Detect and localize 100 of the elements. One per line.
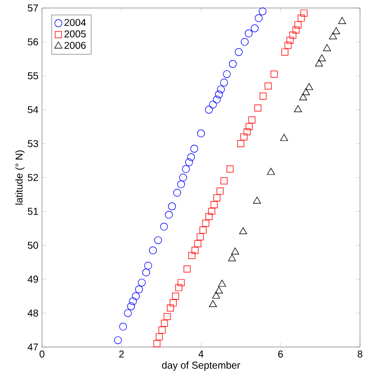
point [228, 254, 236, 262]
x-tick-label: 0 [40, 350, 44, 358]
point [164, 312, 171, 320]
point [208, 208, 216, 215]
point [234, 48, 243, 56]
point [154, 236, 162, 244]
point [299, 93, 308, 100]
point [298, 14, 305, 22]
point [214, 90, 223, 98]
point [153, 340, 160, 348]
point [196, 233, 204, 240]
point [254, 104, 262, 112]
point [250, 24, 259, 32]
point [164, 210, 173, 219]
point [138, 278, 146, 286]
y-tick-label: 49 [28, 276, 38, 283]
point [172, 292, 180, 300]
point [160, 320, 168, 327]
point [248, 116, 256, 124]
point [144, 262, 152, 270]
point [323, 44, 331, 52]
point [160, 222, 168, 231]
x-tick-label: 2 [119, 350, 124, 358]
point [132, 292, 140, 300]
point [258, 7, 267, 16]
point [119, 322, 127, 331]
point [220, 78, 228, 86]
point [300, 10, 308, 17]
point [182, 165, 190, 173]
point [185, 158, 193, 166]
x-tick-label: 4 [198, 350, 204, 358]
point [114, 336, 122, 344]
point [202, 220, 210, 227]
point [192, 246, 199, 254]
point [281, 48, 288, 56]
legend-label: 2005 [64, 30, 86, 38]
point [194, 240, 202, 248]
y-tick-label: 57 [28, 4, 38, 12]
point [209, 100, 217, 109]
point [184, 266, 191, 273]
point [294, 21, 302, 28]
x-axis-title: day of September [162, 361, 240, 371]
point [173, 188, 182, 197]
point [253, 196, 261, 204]
point [244, 128, 251, 136]
point [254, 14, 263, 22]
point [213, 194, 220, 202]
point [220, 177, 228, 184]
point [170, 299, 177, 306]
point [231, 248, 240, 254]
point [302, 88, 310, 96]
point [149, 246, 157, 254]
point [168, 202, 176, 210]
point [264, 82, 272, 90]
point [124, 309, 132, 317]
point [286, 36, 294, 44]
point [129, 297, 137, 306]
x-tick-label: 8 [358, 350, 362, 358]
point [240, 38, 249, 46]
x-tick-label: 6 [278, 350, 283, 358]
point [156, 333, 163, 340]
point [188, 252, 196, 259]
point [177, 180, 186, 188]
point [216, 188, 224, 195]
point [216, 85, 225, 94]
point [280, 134, 288, 141]
point [246, 123, 253, 130]
point [244, 30, 253, 38]
point [226, 166, 234, 173]
point [240, 133, 248, 140]
point [338, 17, 346, 24]
point [197, 130, 205, 138]
point [318, 54, 326, 62]
point [329, 32, 337, 40]
point [270, 70, 278, 78]
y-axis-title: latitude (° N) [15, 150, 25, 205]
point [237, 140, 244, 148]
point [332, 27, 340, 34]
y-tick-label: 51 [28, 208, 38, 215]
legend-label: 2004 [64, 18, 86, 26]
point [205, 106, 213, 114]
point [222, 70, 231, 78]
y-tick-label: 55 [28, 72, 38, 80]
point [213, 96, 221, 104]
point [239, 227, 248, 234]
y-tick-label: 53 [28, 140, 38, 148]
point [135, 285, 143, 294]
y-tick-label: 56 [28, 38, 38, 46]
y-tick-label: 52 [28, 174, 38, 182]
y-tick-label: 50 [28, 242, 38, 249]
y-tick-label: 54 [28, 106, 38, 114]
point [158, 326, 166, 334]
point [179, 174, 188, 182]
point [178, 279, 185, 286]
point [305, 83, 314, 90]
point [208, 300, 217, 308]
y-tick-label: 48 [28, 310, 38, 317]
point [212, 292, 220, 299]
point [187, 153, 195, 162]
point [142, 268, 150, 276]
